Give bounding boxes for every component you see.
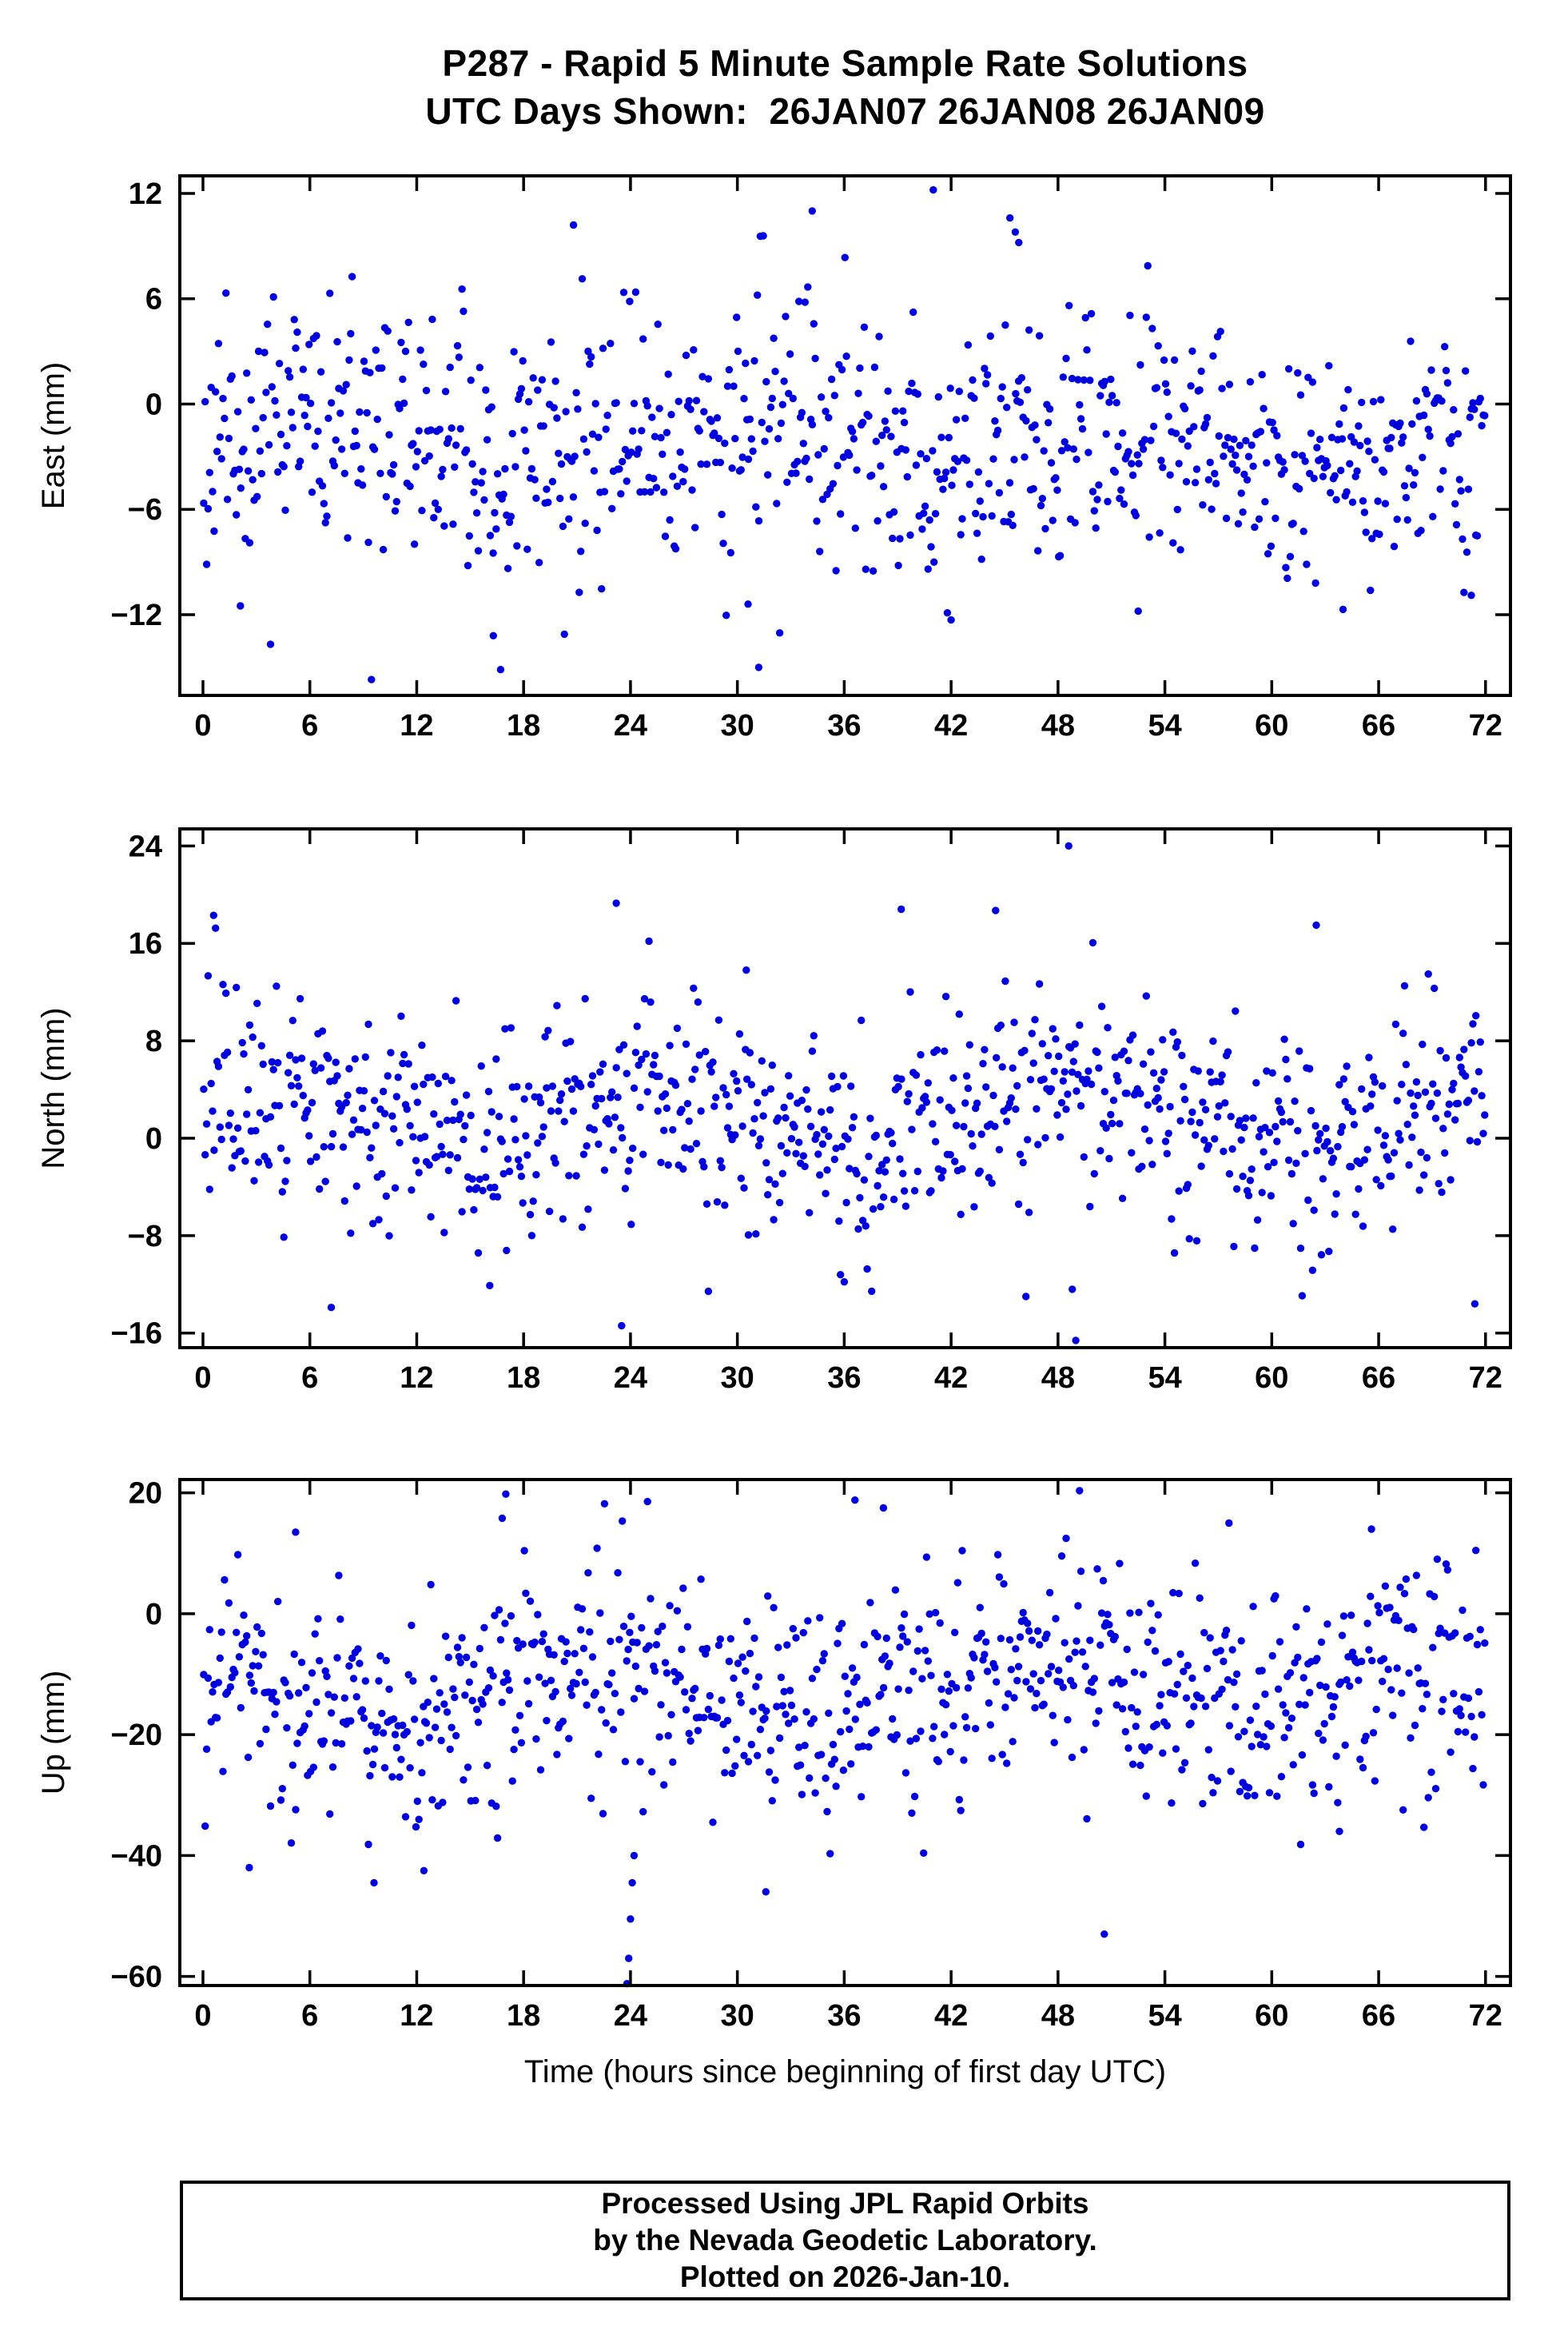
svg-text:66: 66 (1362, 1999, 1395, 2033)
svg-text:−20: −20 (111, 1719, 162, 1752)
svg-text:48: 48 (1041, 709, 1075, 743)
svg-text:24: 24 (614, 1361, 647, 1395)
north-axis-label: North (mm) (36, 1007, 71, 1169)
svg-text:24: 24 (614, 1999, 647, 2033)
svg-text:20: 20 (129, 1477, 162, 1511)
north-tick-labels: 0 6 12 18 24 30 36 42 48 54 60 66 72 24 16 8 0 −8 −16 (111, 830, 1502, 1395)
svg-text:24: 24 (614, 709, 647, 743)
footer-line-1: Processed Using JPL Rapid Orbits (601, 2187, 1089, 2220)
svg-text:54: 54 (1148, 709, 1181, 743)
north-panel: 0 6 12 18 24 30 36 42 48 54 60 66 72 24 16 8 0 −8 −16 North… (36, 827, 1512, 1395)
svg-text:18: 18 (507, 1361, 540, 1395)
svg-text:72: 72 (1469, 1361, 1502, 1395)
svg-text:16: 16 (129, 927, 162, 961)
chart-subtitle: UTC Days Shown: 26JAN07 26JAN08 26JAN09 (425, 90, 1265, 132)
north-points (200, 842, 1489, 1344)
svg-text:0: 0 (194, 709, 211, 743)
svg-text:0: 0 (194, 1999, 211, 2033)
svg-text:18: 18 (507, 1999, 540, 2033)
svg-text:6: 6 (301, 1361, 318, 1395)
svg-text:54: 54 (1148, 1999, 1181, 2033)
svg-text:72: 72 (1469, 1999, 1502, 2033)
svg-text:0: 0 (145, 1598, 162, 1631)
svg-text:60: 60 (1255, 1999, 1288, 2033)
svg-text:−6: −6 (128, 493, 162, 527)
up-axis-label: Up (mm) (36, 1671, 71, 1795)
svg-text:−12: −12 (111, 599, 162, 632)
svg-text:48: 48 (1041, 1999, 1075, 2033)
footer-line-2: by the Nevada Geodetic Laboratory. (593, 2224, 1097, 2256)
svg-text:66: 66 (1362, 1361, 1395, 1395)
svg-text:12: 12 (129, 177, 162, 211)
svg-text:72: 72 (1469, 709, 1502, 743)
svg-text:24: 24 (129, 830, 162, 863)
svg-text:18: 18 (507, 709, 540, 743)
svg-text:60: 60 (1255, 1361, 1288, 1395)
svg-text:42: 42 (934, 1999, 968, 2033)
svg-text:12: 12 (400, 709, 433, 743)
east-points (200, 185, 1489, 683)
svg-text:−8: −8 (128, 1220, 162, 1253)
north-frame (178, 827, 1512, 1349)
svg-text:−40: −40 (111, 1839, 162, 1873)
svg-text:30: 30 (721, 1999, 754, 2033)
svg-text:12: 12 (400, 1361, 433, 1395)
svg-text:54: 54 (1148, 1361, 1181, 1395)
svg-text:0: 0 (145, 1122, 162, 1156)
svg-text:0: 0 (194, 1361, 211, 1395)
svg-text:30: 30 (721, 709, 754, 743)
svg-text:6: 6 (301, 709, 318, 743)
svg-text:48: 48 (1041, 1361, 1075, 1395)
svg-text:60: 60 (1255, 709, 1288, 743)
north-ticks (181, 830, 1509, 1346)
up-panel: 0 6 12 18 24 30 36 42 48 54 60 66 72 20 0 −20 −40 −60 Up (… (36, 1477, 1512, 2033)
up-ticks (181, 1481, 1509, 1984)
svg-text:42: 42 (934, 1361, 968, 1395)
svg-text:36: 36 (827, 709, 861, 743)
svg-text:66: 66 (1362, 709, 1395, 743)
up-tick-labels: 0 6 12 18 24 30 36 42 48 54 60 66 72 20 0 −20 −40 −60 (111, 1477, 1502, 2033)
east-axis-label: East (mm) (36, 362, 71, 509)
x-axis-title: Time (hours since beginning of first day… (523, 2054, 1167, 2089)
svg-text:0: 0 (145, 388, 162, 421)
svg-text:36: 36 (827, 1361, 861, 1395)
east-frame (178, 174, 1512, 697)
up-frame (178, 1478, 1512, 1987)
svg-text:−60: −60 (111, 1961, 162, 1994)
svg-text:6: 6 (301, 1999, 318, 2033)
svg-text:36: 36 (827, 1999, 861, 2033)
chart-title: P287 - Rapid 5 Minute Sample Rate Soluti… (442, 42, 1248, 84)
svg-text:42: 42 (934, 709, 968, 743)
footer-box: Processed Using JPL Rapid Orbits by the … (180, 2181, 1510, 2300)
svg-text:8: 8 (145, 1025, 162, 1058)
svg-text:−16: −16 (111, 1317, 162, 1351)
svg-text:6: 6 (145, 283, 162, 317)
east-ticks (181, 177, 1509, 694)
footer-line-3: Plotted on 2026-Jan-10. (679, 2260, 1011, 2293)
svg-text:30: 30 (721, 1361, 754, 1395)
up-points (200, 1487, 1489, 1988)
svg-text:12: 12 (400, 1999, 433, 2033)
